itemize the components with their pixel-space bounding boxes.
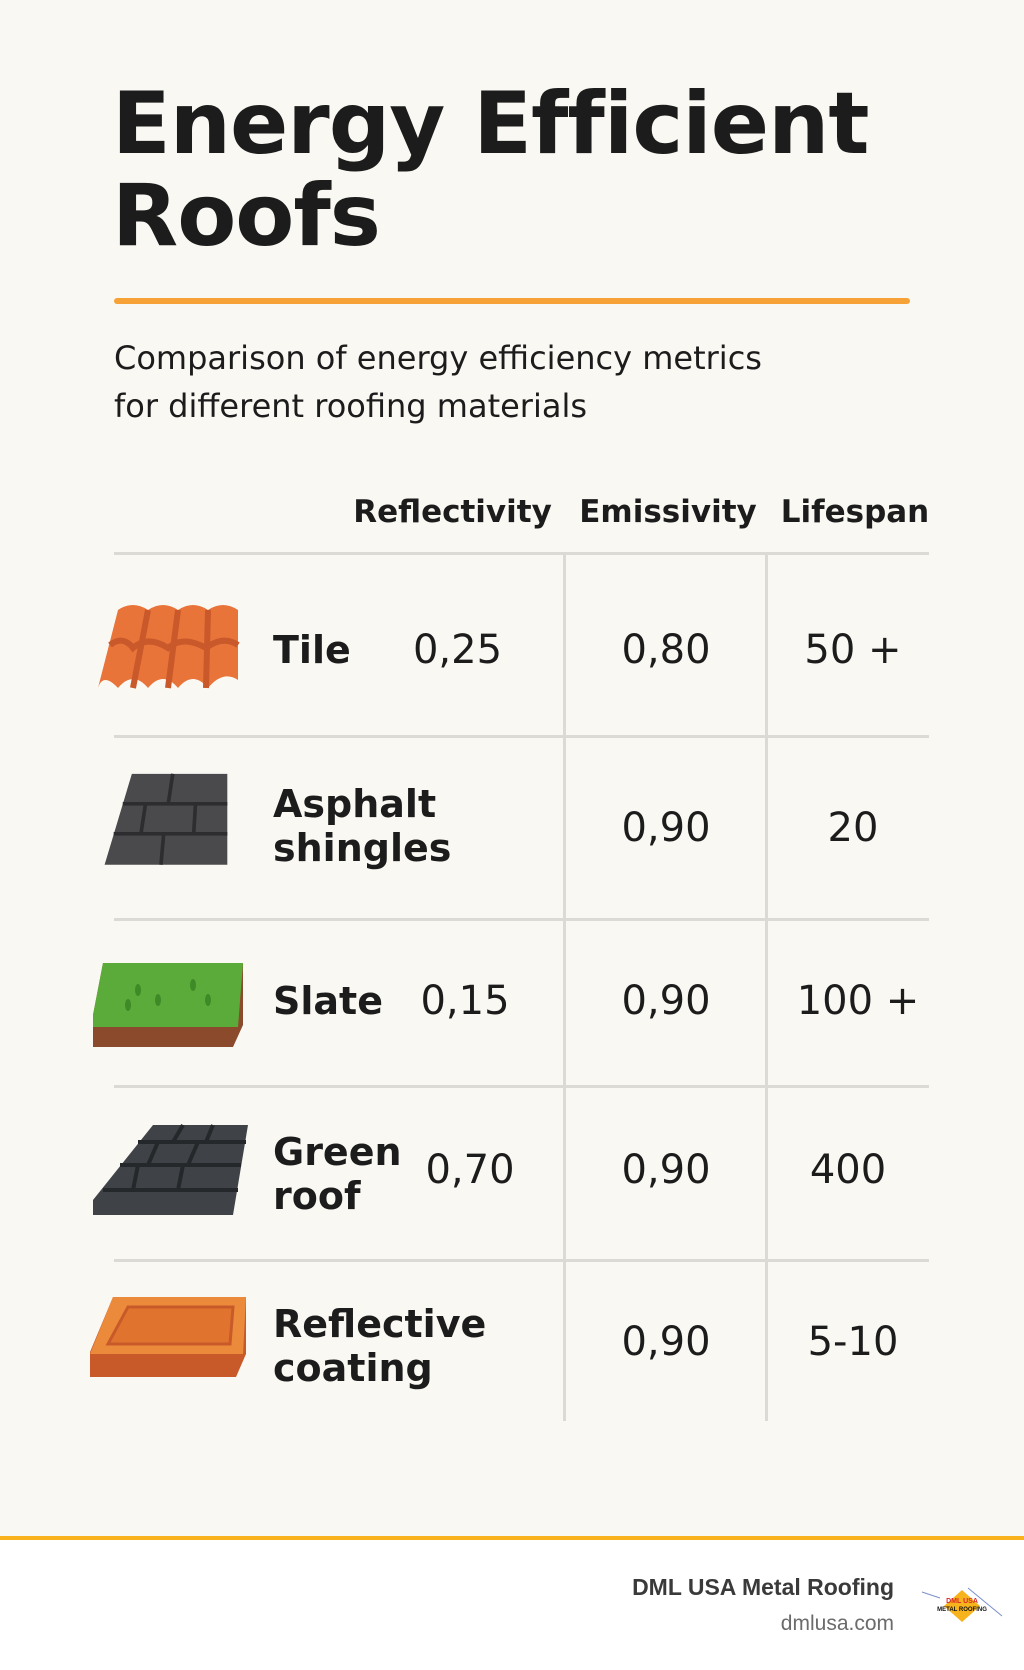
material-name: Asphalt shingles [273, 782, 452, 870]
reflectivity-value: 0,25 [412, 627, 503, 673]
footer: DML USA Metal Roofing dmlusa.com DML USA… [0, 1536, 1024, 1670]
divider [114, 735, 929, 738]
material-name: Slate [273, 979, 383, 1023]
emissivity-value: 0,80 [621, 627, 711, 673]
emissivity-value: 0,90 [621, 805, 711, 851]
emissivity-value: 0,90 [621, 1319, 711, 1365]
asphalt-shingle-icon [104, 773, 228, 865]
emissivity-value: 0,90 [621, 978, 711, 1024]
lifespan-value: 20 [827, 805, 879, 851]
column-divider [563, 553, 566, 1421]
header-reflectivity: Reflectivity [353, 494, 552, 530]
material-name: Tile [273, 628, 351, 672]
brand-name: DML USA Metal Roofing [632, 1574, 894, 1600]
company-logo: DML USA METAL ROOFING [921, 1587, 1003, 1622]
lifespan-value: 50 + [804, 627, 902, 673]
emissivity-value: 0,90 [621, 1147, 711, 1193]
clay-tile-icon [98, 605, 240, 689]
svg-text:METAL ROOFING: METAL ROOFING [937, 1607, 987, 1613]
site-link[interactable]: dmlusa.com [780, 1612, 894, 1635]
divider [114, 1085, 929, 1088]
material-name: Reflective coating [273, 1302, 487, 1390]
lifespan-value: 400 [809, 1147, 887, 1193]
reflectivity-value: 0,70 [425, 1147, 515, 1193]
coated-panel-icon [90, 1297, 246, 1377]
page-title: Energy Efficient Roofs [112, 74, 869, 266]
title-underline [114, 298, 910, 304]
reflectivity-value: 0,15 [420, 978, 510, 1024]
subtitle: Comparison of energy efficiency metrics f… [114, 339, 762, 425]
slate-shingle-icon [93, 1123, 248, 1215]
column-divider [765, 553, 768, 1421]
header-emissivity: Emissivity [579, 494, 757, 530]
lifespan-value: 5-10 [807, 1319, 899, 1365]
divider [114, 918, 929, 921]
green-roof-icon [93, 963, 243, 1047]
svg-text:DML USA: DML USA [946, 1598, 978, 1605]
material-name: Green roof [273, 1130, 402, 1218]
header-lifespan: Lifespan [780, 494, 930, 530]
lifespan-value: 100 + [796, 978, 920, 1024]
divider [114, 552, 929, 555]
divider [114, 1259, 929, 1262]
